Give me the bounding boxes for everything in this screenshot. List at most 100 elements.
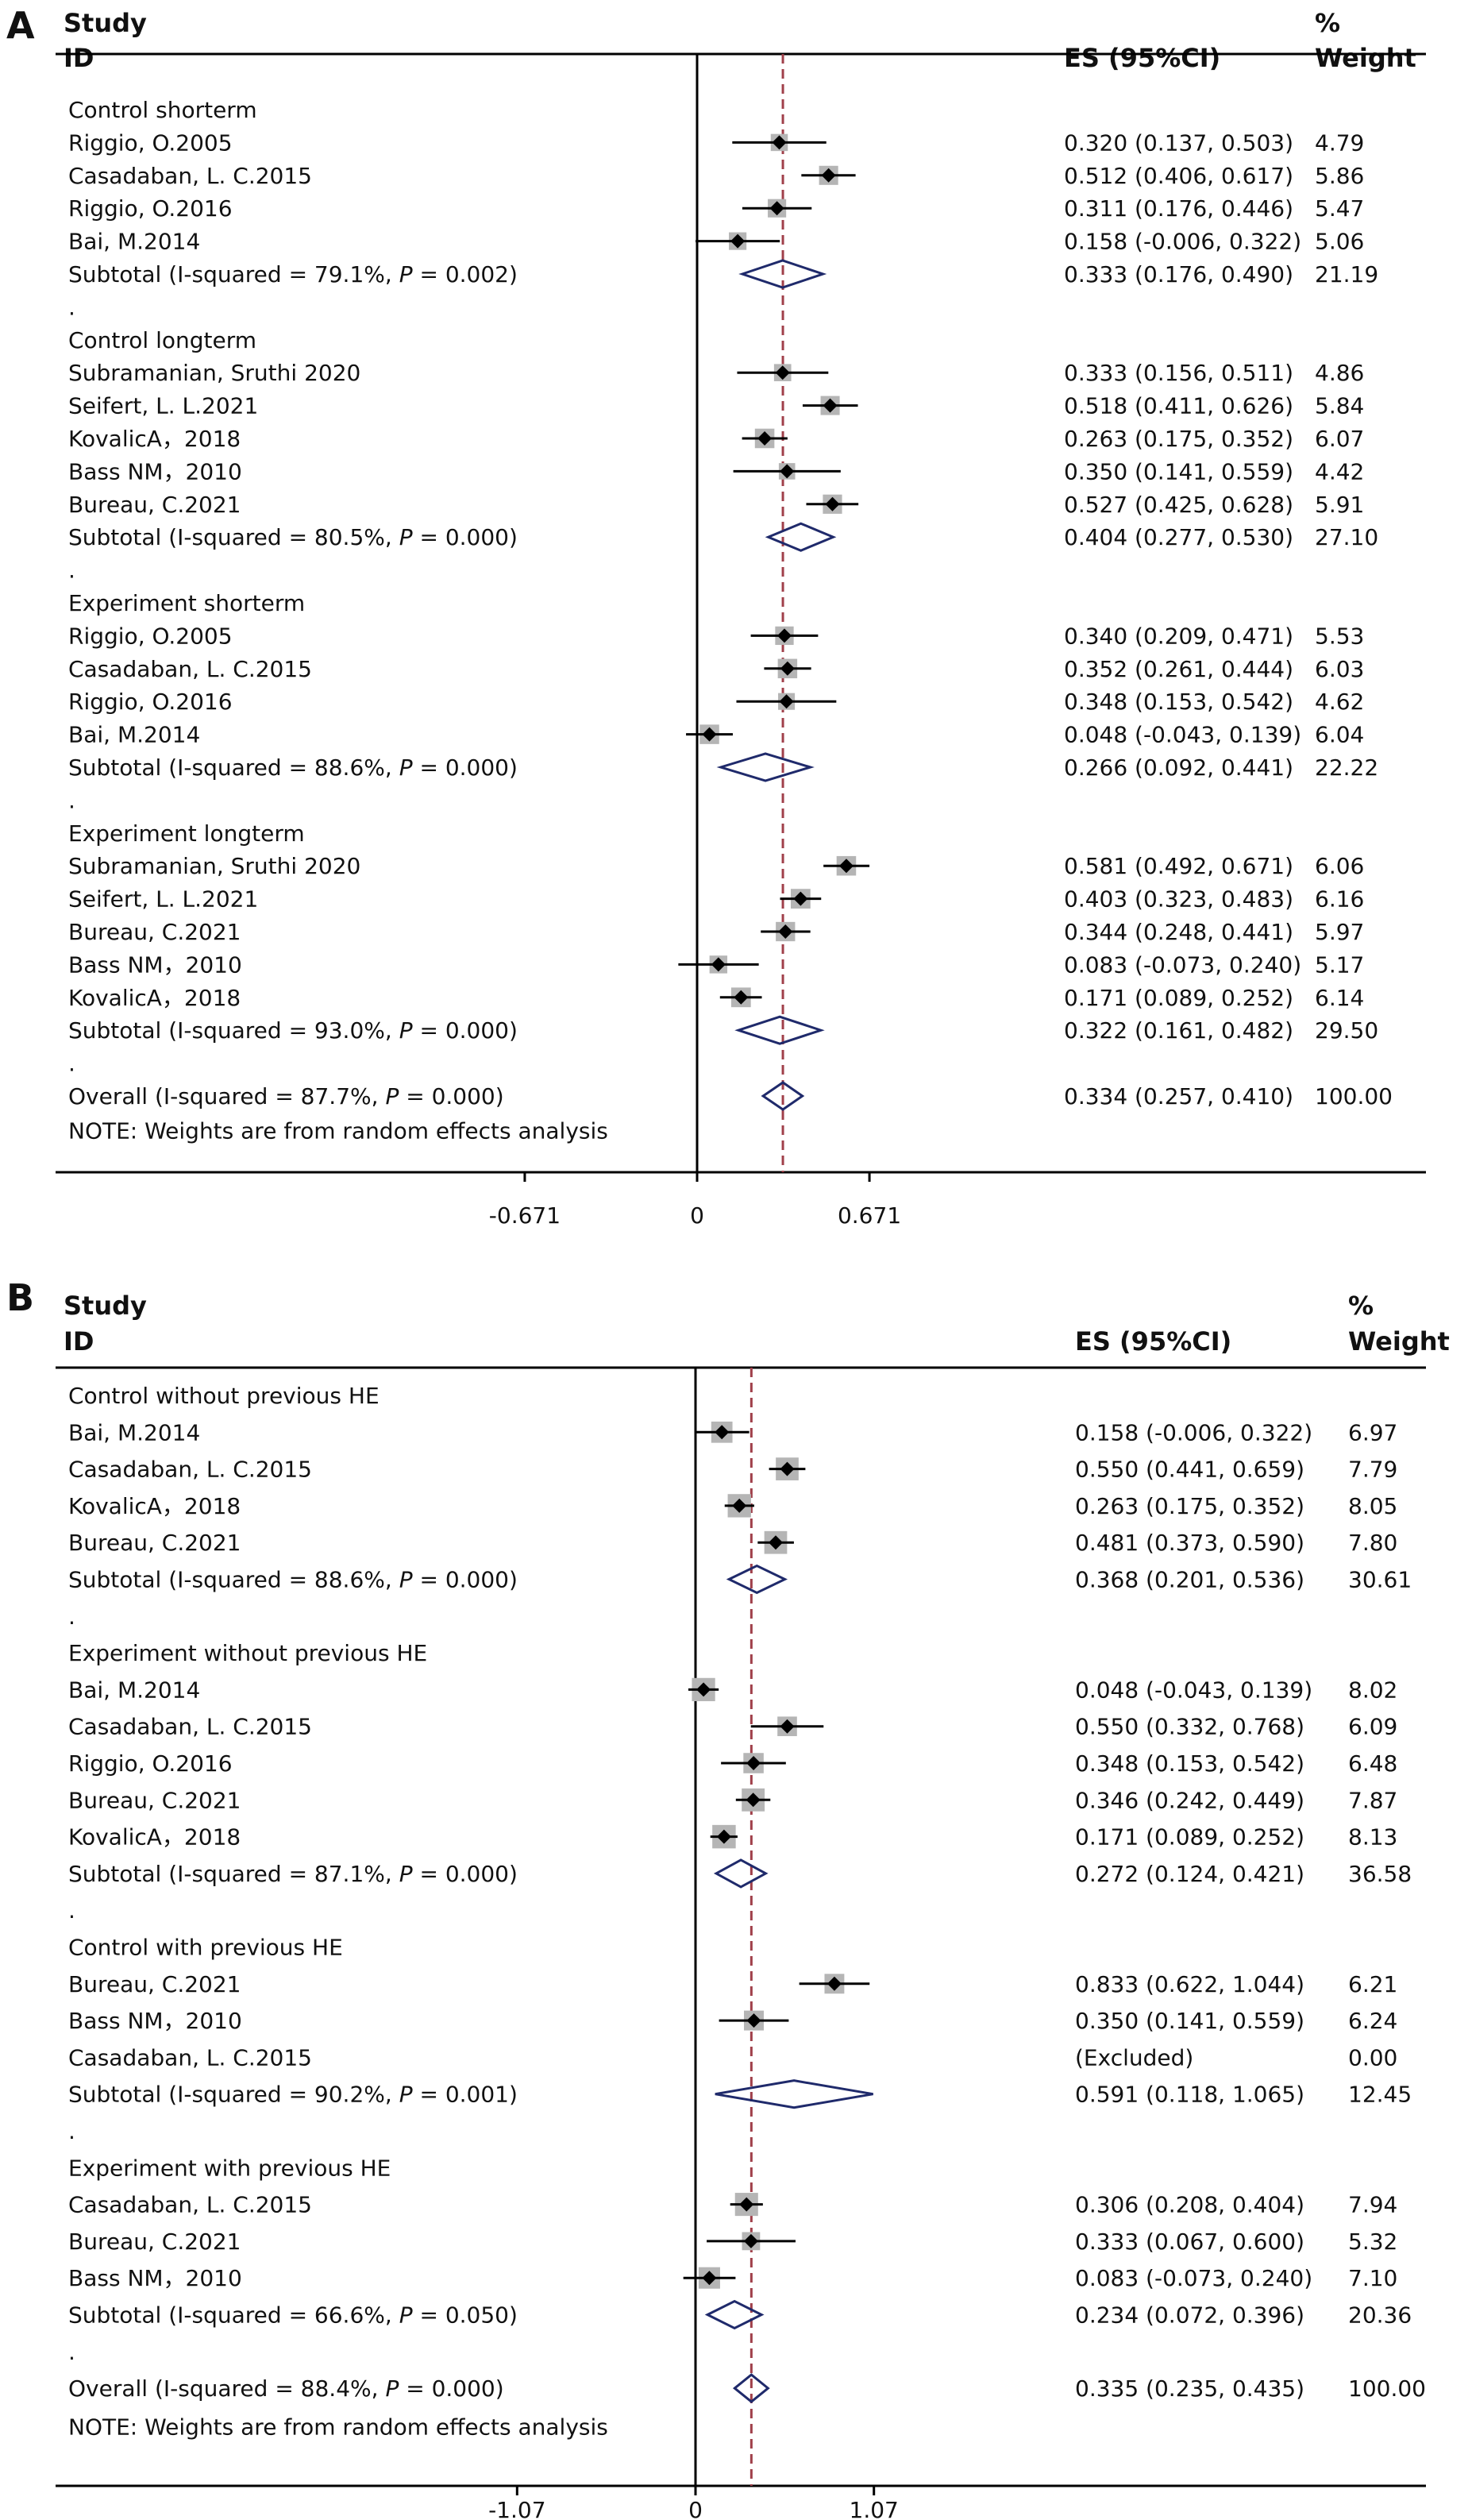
x-tick-label: -1.07 (488, 2497, 545, 2520)
study-label: Bass NM，2010 (68, 951, 242, 978)
subtotal-weight: 12.45 (1348, 2082, 1412, 2108)
study-weight: 5.47 (1315, 195, 1364, 222)
pooled-diamond (726, 1564, 788, 1595)
study-es-text: 0.306 (0.208, 0.404) (1075, 2192, 1304, 2218)
study-es-text: 0.048 (-0.043, 0.139) (1075, 1677, 1312, 1703)
point-estimate (746, 1793, 761, 1808)
spacer-dot: . (68, 2339, 75, 2365)
study-label: Bai, M.2014 (68, 722, 200, 748)
subtotal-label-post: = 0.001) (413, 2082, 518, 2108)
study-weight: 4.42 (1315, 458, 1364, 484)
point-estimate (702, 727, 717, 742)
group-label: Experiment shorterm (68, 590, 305, 616)
point-estimate (780, 1719, 795, 1734)
subtotal-label-post: = 0.000) (413, 754, 518, 781)
study-es-text: 0.340 (0.209, 0.471) (1064, 623, 1293, 649)
point-estimate (746, 2013, 761, 2028)
study-es-text: (Excluded) (1075, 2044, 1193, 2070)
study-es-text: 0.263 (0.175, 0.352) (1064, 426, 1293, 452)
study-es-text: 0.348 (0.153, 0.542) (1075, 1750, 1304, 1777)
header-weight-pct: % (1315, 8, 1340, 38)
study-es-text: 0.158 (-0.006, 0.322) (1064, 229, 1301, 255)
header-es: ES (95%CI) (1075, 1326, 1231, 1356)
pooled-diamond (732, 2373, 770, 2404)
study-label: Casadaban, L. C.2015 (68, 2192, 312, 2218)
study-label: Bureau, C.2021 (68, 492, 241, 518)
study-label: Subramanian, Sruthi 2020 (68, 360, 360, 386)
subtotal-label: Overall (I-squared = 88.4%, P = 0.000) (68, 2375, 504, 2402)
study-weight: 6.97 (1348, 1419, 1397, 1445)
pooled-diamond (704, 2299, 765, 2330)
study-es-text: 0.350 (0.141, 0.559) (1064, 458, 1293, 484)
subtotal-label-pre: Subtotal (I-squared = 90.2%, (68, 2082, 399, 2108)
subtotal-weight: 100.00 (1348, 2375, 1426, 2402)
spacer-dot: . (68, 1603, 75, 1630)
header-id: ID (64, 43, 94, 73)
subtotal-label: Subtotal (I-squared = 88.6%, P = 0.000) (68, 754, 518, 781)
study-label: Casadaban, L. C.2015 (68, 656, 312, 682)
weights-note: NOTE: Weights are from random effects an… (68, 1117, 608, 1144)
study-es-text: 0.171 (0.089, 0.252) (1064, 985, 1293, 1011)
study-label: Bai, M.2014 (68, 1677, 200, 1703)
point-estimate (838, 859, 854, 874)
subtotal-label-post: = 0.002) (413, 261, 518, 288)
point-estimate (821, 168, 836, 183)
study-es-text: 0.311 (0.176, 0.446) (1064, 195, 1293, 222)
study-weight: 6.16 (1315, 886, 1364, 913)
subtotal-es-text: 0.591 (0.118, 1.065) (1075, 2082, 1304, 2108)
group-label: Experiment with previous HE (68, 2155, 391, 2181)
point-estimate (746, 1756, 761, 1770)
subtotal-label: Subtotal (I-squared = 90.2%, P = 0.001) (68, 2082, 518, 2108)
study-weight: 7.80 (1348, 1530, 1397, 1556)
subtotal-label-pre: Subtotal (I-squared = 93.0%, (68, 1017, 399, 1044)
study-label: Bureau, C.2021 (68, 1971, 241, 1997)
point-estimate (793, 891, 808, 906)
subtotal-label: Subtotal (I-squared = 88.6%, P = 0.000) (68, 1567, 518, 1593)
pooled-diamond (715, 2079, 873, 2109)
point-estimate (702, 2271, 717, 2286)
header-study: Study (64, 1291, 147, 1321)
study-weight: 6.48 (1348, 1750, 1397, 1777)
subtotal-weight: 30.61 (1348, 1567, 1412, 1593)
study-weight: 6.14 (1315, 985, 1364, 1011)
study-label: Bai, M.2014 (68, 229, 200, 255)
study-weight: 5.53 (1315, 623, 1364, 649)
subtotal-label-p: P (385, 1083, 399, 1109)
group-label: Experiment without previous HE (68, 1640, 427, 1666)
pooled-diamond (713, 1858, 769, 1889)
header-id: ID (64, 1326, 94, 1356)
study-es-text: 0.333 (0.156, 0.511) (1064, 360, 1293, 386)
study-weight: 4.62 (1315, 689, 1364, 715)
study-label: Seifert, L. L.2021 (68, 393, 258, 419)
group-label: Control longterm (68, 327, 256, 353)
study-weight: 5.32 (1348, 2229, 1397, 2255)
spacer-dot: . (68, 1897, 75, 1924)
group-label: Control shorterm (68, 97, 257, 123)
study-es-text: 0.403 (0.323, 0.483) (1064, 886, 1293, 913)
point-estimate (780, 464, 795, 479)
study-label: Subramanian, Sruthi 2020 (68, 853, 360, 879)
study-es-text: 0.083 (-0.073, 0.240) (1075, 2265, 1312, 2291)
spacer-dot: . (68, 1051, 75, 1077)
study-weight: 5.06 (1315, 229, 1364, 255)
study-label: Casadaban, L. C.2015 (68, 1457, 312, 1483)
subtotal-label-p: P (399, 1861, 413, 1887)
point-estimate (739, 2197, 754, 2212)
panel-label: B (6, 1276, 34, 1319)
group-label: Control with previous HE (68, 1935, 343, 1961)
point-estimate (823, 398, 838, 413)
pooled-diamond (716, 752, 815, 782)
pooled-diamond (765, 522, 837, 552)
study-weight: 7.87 (1348, 1787, 1397, 1813)
study-label: Bureau, C.2021 (68, 1530, 241, 1556)
point-estimate (775, 365, 790, 380)
spacer-dot: . (68, 2118, 75, 2144)
panel-label: A (6, 4, 35, 47)
study-es-text: 0.581 (0.492, 0.671) (1064, 853, 1293, 879)
subtotal-label-post: = 0.000) (413, 1567, 518, 1593)
point-estimate (827, 1976, 842, 1991)
study-es-text: 0.171 (0.089, 0.252) (1075, 1824, 1304, 1850)
subtotal-label-pre: Overall (I-squared = 88.4%, (68, 2375, 385, 2402)
point-estimate (711, 957, 726, 972)
